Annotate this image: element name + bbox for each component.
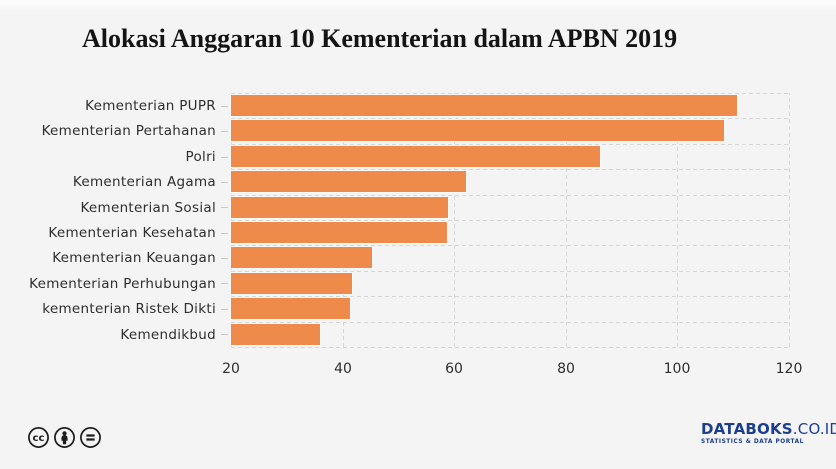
category-tick (221, 233, 228, 234)
v-gridline (231, 93, 232, 347)
category-label: Kementerian Agama (72, 173, 216, 190)
cc-by-icon (54, 427, 75, 448)
bar (231, 120, 724, 141)
v-gridline (454, 93, 455, 347)
category-tick (221, 207, 228, 208)
h-gridline (231, 93, 789, 94)
h-gridline (231, 195, 789, 196)
category-tick (221, 157, 228, 158)
x-tick-label: 60 (445, 361, 463, 377)
bar (231, 95, 737, 116)
x-tick-label: 100 (663, 361, 691, 377)
category-label: kementerian Ristek Dikti (42, 300, 216, 317)
category-tick (221, 283, 228, 284)
category-label: Polri (185, 148, 216, 165)
cc-nd-icon (80, 427, 101, 448)
chart-title: Alokasi Anggaran 10 Kementerian dalam AP… (82, 24, 678, 53)
value-axis: 20 40 60 80 100 120 (222, 361, 802, 381)
h-gridline (231, 169, 789, 170)
category-tick (221, 258, 228, 259)
h-gridline (231, 271, 789, 272)
x-tick-label: 120 (775, 361, 803, 377)
category-label: Kementerian Kesehatan (48, 224, 216, 241)
cc-icon: cc (28, 427, 49, 448)
category-label: Kementerian PUPR (85, 97, 216, 114)
h-gridline (231, 118, 789, 119)
bar (231, 298, 350, 319)
svg-text:cc: cc (33, 433, 45, 444)
x-tick-label: 40 (334, 361, 352, 377)
category-tick (221, 309, 228, 310)
h-gridline (231, 245, 789, 246)
databoks-logo-tagline: STATISTICS & DATA PORTAL (701, 439, 804, 445)
databoks-logo: DATABOKS.CO.ID STATISTICS & DATA PORTAL (701, 420, 836, 445)
category-tick (221, 106, 228, 107)
category-label: Kementerian Sosial (80, 199, 216, 216)
category-label: Kemendikbud (120, 326, 216, 343)
databoks-logo-suffix: .CO.ID (792, 420, 836, 438)
category-label: Kementerian Pertahanan (41, 122, 216, 139)
bar (231, 197, 448, 218)
v-gridline (566, 93, 567, 347)
x-tick-label: 80 (557, 361, 575, 377)
bar (231, 247, 372, 268)
bar (231, 324, 320, 345)
v-gridline (677, 93, 678, 347)
cc-license-icons: cc (27, 426, 102, 449)
h-gridline (231, 144, 789, 145)
h-gridline (231, 322, 789, 323)
category-label: Kementerian Keuangan (52, 249, 216, 266)
v-gridline (789, 93, 790, 347)
bar (231, 146, 600, 167)
bar-chart-plot (231, 93, 790, 348)
h-gridline (231, 347, 789, 348)
category-tick (221, 182, 228, 183)
v-gridline (343, 93, 344, 347)
bar (231, 222, 447, 243)
category-tick (221, 131, 228, 132)
h-gridline (231, 220, 789, 221)
bar (231, 171, 466, 192)
databoks-logo-name: DATABOKS (701, 420, 793, 438)
databoks-logo-text: DATABOKS.CO.ID (701, 420, 836, 438)
h-gridline (231, 296, 789, 297)
bar (231, 273, 352, 294)
category-axis: Kementerian PUPR Kementerian Pertahanan Po… (0, 93, 216, 347)
category-label: Kementerian Perhubungan (29, 275, 216, 292)
category-tick (221, 334, 228, 335)
x-tick-label: 20 (222, 361, 240, 377)
